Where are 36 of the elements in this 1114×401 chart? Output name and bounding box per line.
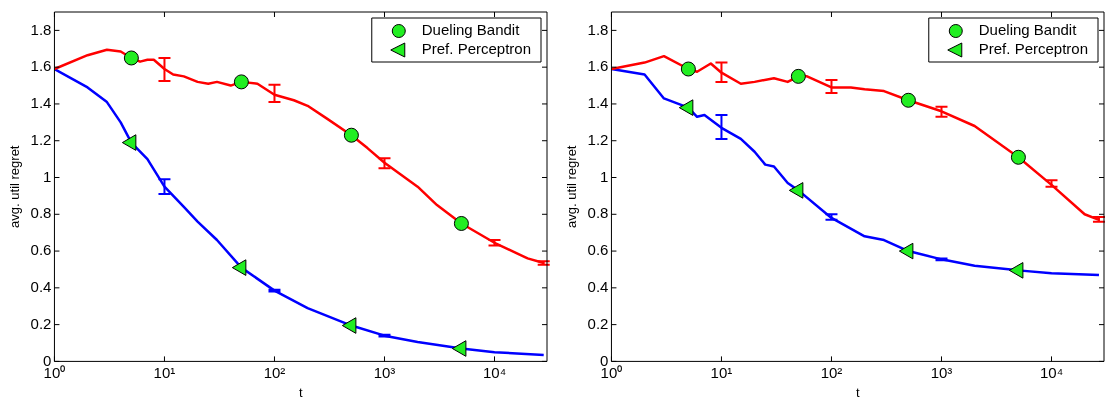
x-tick-label: 10² [820, 363, 843, 381]
y-tick-label: 1.6 [587, 57, 609, 75]
y-tick-label: 0 [600, 351, 609, 369]
y-tick-label: 0.2 [30, 314, 52, 332]
y-tick-label: 1.2 [30, 130, 52, 148]
y-tick-label: 1.8 [30, 20, 52, 38]
y-tick-label: 1.4 [587, 94, 609, 112]
y-tick-label: 0.4 [30, 277, 52, 295]
x-tick-label: 10⁴ [1039, 363, 1064, 381]
y-tick-label: 0.6 [587, 241, 609, 259]
y-tick-label: 1.6 [30, 57, 52, 75]
y-tick-label: 1 [43, 167, 52, 185]
y-axis-title: avg. util regret [564, 145, 580, 228]
y-tick-label: 0.6 [30, 241, 52, 259]
y-axis-title: avg. util regret [7, 145, 23, 228]
y-tick-label: 0.8 [30, 204, 52, 222]
y-tick-label: 1 [600, 167, 609, 185]
y-tick-label: 0.4 [587, 277, 609, 295]
x-tick-label: 10³ [930, 363, 953, 381]
legend-label: Dueling Bandit [978, 21, 1078, 39]
y-tick-label: 1.4 [30, 94, 52, 112]
legend-label: Pref. Perceptron [978, 40, 1088, 58]
x-axis-title: t [298, 384, 303, 400]
y-tick-label: 1.8 [587, 20, 609, 38]
legend-label: Pref. Perceptron [421, 40, 531, 58]
x-tick-label: 10³ [373, 363, 396, 381]
legend-label: Dueling Bandit [421, 21, 521, 39]
y-tick-label: 1.2 [587, 130, 609, 148]
y-tick-label: 0.2 [587, 314, 609, 332]
x-axis-title: t [855, 384, 860, 400]
x-tick-label: 10⁴ [482, 363, 507, 381]
y-tick-label: 0.8 [587, 204, 609, 222]
x-tick-label: 10² [263, 363, 286, 381]
x-tick-label: 10¹ [153, 363, 176, 381]
x-tick-label: 10¹ [710, 363, 733, 381]
y-tick-label: 0 [43, 351, 52, 369]
